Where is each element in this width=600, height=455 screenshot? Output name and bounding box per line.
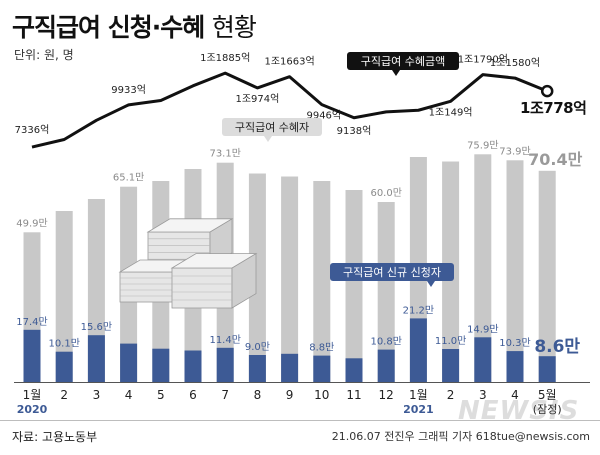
recipients-bar-11 [345, 190, 363, 382]
applicants-value-label-3: 15.6만 [81, 321, 112, 333]
graphic-credit: 21.06.07 전진우 그래픽 기자 618tue@newsis.com [331, 430, 590, 443]
applicants-value-label-12: 10.8만 [370, 336, 401, 348]
x-tick-label-2: 2 [60, 388, 68, 402]
recipients-value-label-16: 73.9만 [499, 145, 530, 157]
recipients-series-label-pointer [264, 136, 272, 142]
applicants-bar-8 [248, 355, 266, 382]
x-tick-label-16: 4 [511, 388, 519, 402]
recipients-series-label-box [222, 118, 322, 136]
recipients-value-label-7: 73.1만 [209, 148, 240, 160]
benefit-amount-label-1: 7336억 [15, 124, 50, 136]
applicants-value-label-15: 14.9만 [467, 323, 498, 335]
applicants-bar-4 [120, 343, 138, 382]
recipients-bar-9 [281, 176, 299, 382]
benefit-amount-end-marker [540, 84, 554, 98]
recipients-value-label-15: 75.9만 [467, 139, 498, 151]
money-stack-illustration-right [170, 252, 258, 309]
applicants-value-label-1: 17.4만 [16, 316, 47, 328]
x-tick-label-6: 6 [189, 388, 197, 402]
x-tick-label-1: 1월 [23, 388, 42, 402]
benefit-amount-label-8: 1조974억 [235, 93, 279, 105]
recipients-value-label-4: 65.1만 [113, 172, 144, 184]
x-tick-label-14: 2 [447, 388, 455, 402]
x-tick-label-3: 3 [93, 388, 101, 402]
benefit-amount-label-11: 9138억 [337, 125, 372, 137]
amount-series-label-box [347, 52, 459, 70]
applicants-bar-17 [538, 356, 556, 382]
applicants-bar-14 [442, 349, 460, 382]
recipients-bar-16 [506, 160, 524, 382]
applicants-bar-2 [55, 351, 73, 382]
applicants-value-label-7: 11.4만 [209, 334, 240, 346]
recipients-value-label-17: 70.4만 [528, 150, 582, 169]
x-tick-label-5: 5 [157, 388, 165, 402]
recipients-bar-12 [377, 202, 395, 382]
benefit-amount-label-17: 1조778억 [520, 99, 586, 117]
applicants-value-label-17: 8.6만 [534, 337, 580, 357]
x-tick-label-7: 7 [221, 388, 229, 402]
x-tick-label-12: 12 [379, 388, 394, 402]
chart-title-sub: 현황 [211, 13, 257, 42]
applicants-series-label-box [330, 263, 454, 281]
applicants-value-label-16: 10.3만 [499, 337, 530, 349]
x-tick-label-4: 4 [125, 388, 133, 402]
applicants-bar-6 [184, 350, 202, 382]
applicants-bar-7 [216, 347, 234, 382]
applicants-series-label-pointer [427, 281, 435, 287]
benefit-amount-label-4: 9933억 [111, 84, 146, 96]
benefit-amount-label-15: 1조1790억 [458, 54, 508, 66]
footer-divider [0, 420, 600, 421]
x-tick-label-10: 10 [314, 388, 329, 402]
x-tick-label-15: 3 [479, 388, 487, 402]
chart-title: 구직급여 신청·수혜 현황 [12, 8, 257, 44]
x-tick-label-11: 11 [346, 388, 361, 402]
year-label-2021: 2021 [403, 403, 434, 416]
x-tick-label-8: 8 [254, 388, 262, 402]
x-tick-label-13: 1월 [409, 388, 428, 402]
applicants-bar-10 [313, 355, 331, 382]
amount-series-label-pointer [392, 70, 400, 76]
benefit-amount-label-9: 1조1663억 [264, 56, 314, 68]
recipients-series-label-text: 구직급여 수혜자 [235, 121, 309, 134]
applicants-bar-9 [281, 353, 299, 382]
applicants-value-label-8: 9.0만 [245, 341, 270, 353]
x-tick-label-9: 9 [286, 388, 294, 402]
applicants-value-label-2: 10.1만 [48, 338, 79, 350]
applicants-bar-16 [506, 351, 524, 382]
applicants-bar-12 [377, 349, 395, 382]
applicants-bar-1 [23, 329, 41, 382]
applicants-value-label-13: 21.2만 [403, 304, 434, 316]
amount-series-label-text: 구직급여 수혜금액 [361, 55, 445, 68]
benefit-amount-line [31, 71, 548, 149]
recipients-value-label-12: 60.0만 [370, 187, 401, 199]
benefit-amount-label-7: 1조1885억 [200, 52, 250, 64]
benefit-amount-label-16: 1조1580억 [490, 57, 540, 69]
applicants-bar-11 [345, 358, 363, 382]
recipients-bar-15 [474, 154, 492, 382]
provisional-label: (잠정) [533, 403, 562, 416]
applicants-bar-5 [152, 348, 170, 382]
applicants-value-label-14: 11.0만 [435, 335, 466, 347]
unit-label: 단위: 원, 명 [14, 48, 74, 62]
recipients-bar-2 [55, 211, 73, 382]
recipients-value-label-1: 49.9만 [16, 217, 47, 229]
recipients-bar-10 [313, 181, 331, 382]
applicants-bar-3 [87, 335, 105, 382]
chart-title-main: 구직급여 신청·수혜 [12, 13, 205, 42]
applicants-value-label-10: 8.8만 [309, 342, 334, 354]
newsis-watermark: NEWSIS [458, 396, 580, 426]
year-label-2020: 2020 [17, 403, 48, 416]
applicants-bar-13 [409, 318, 427, 382]
x-tick-label-17: 5월 [538, 388, 557, 402]
recipients-bar-17 [538, 170, 556, 382]
applicants-series-label-text: 구직급여 신규 신청자 [343, 266, 441, 279]
recipients-bar-8 [248, 173, 266, 382]
source-note: 자료: 고용노동부 [12, 430, 98, 444]
applicants-bar-15 [474, 337, 492, 382]
benefit-amount-label-14: 1조149억 [429, 106, 473, 118]
